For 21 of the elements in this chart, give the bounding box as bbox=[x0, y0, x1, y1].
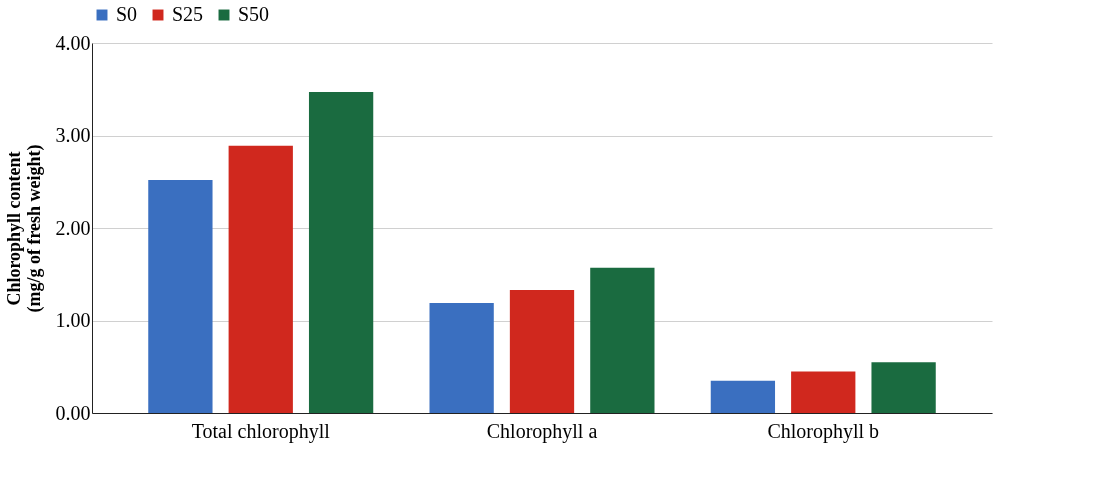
legend-label: S0 bbox=[116, 3, 138, 25]
y-tick-label: 1.00 bbox=[55, 309, 91, 331]
bar bbox=[228, 145, 293, 413]
y-tick-label: 0.00 bbox=[55, 401, 91, 424]
legend-label: S50 bbox=[238, 3, 270, 25]
x-tick-label: Chlorophyll b bbox=[767, 419, 880, 443]
y-tick-label: 3.00 bbox=[55, 124, 91, 146]
x-tick-label: Chlorophyll a bbox=[486, 419, 598, 443]
y-tick-label: 2.00 bbox=[55, 216, 91, 239]
bar bbox=[590, 267, 655, 413]
bar bbox=[710, 380, 776, 413]
y-axis-title: Chlorophyll content (mg/g of fresh weight) bbox=[3, 144, 45, 313]
bar bbox=[871, 362, 936, 413]
legend-label: S25 bbox=[172, 3, 204, 25]
bar bbox=[429, 302, 494, 413]
bar bbox=[148, 179, 213, 413]
y-tick-label: 4.00 bbox=[55, 31, 91, 54]
bar bbox=[308, 92, 374, 413]
bar bbox=[791, 371, 856, 413]
x-tick-label: Total chlorophyll bbox=[191, 419, 331, 443]
bar bbox=[509, 289, 575, 413]
